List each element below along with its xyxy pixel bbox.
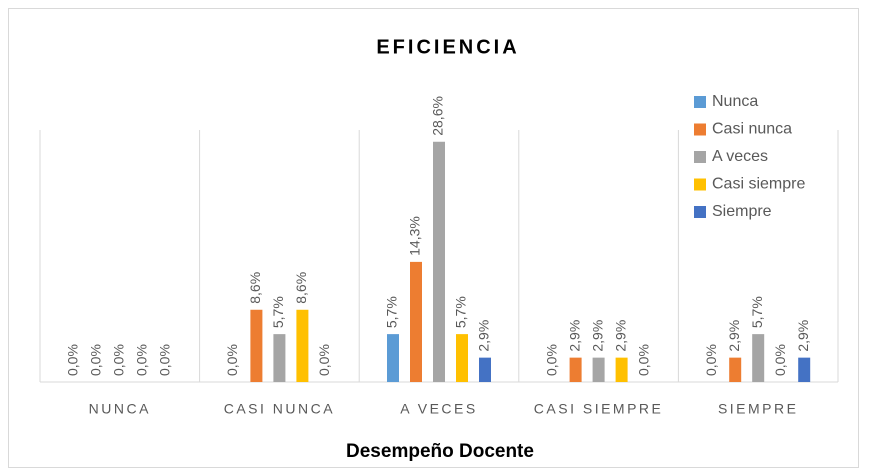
value-label: 5,7%: [384, 296, 400, 328]
value-label: 0,0%: [224, 344, 240, 376]
x-tick-label: SIEMPRE: [718, 401, 799, 417]
bar: [569, 357, 582, 382]
x-tick-label: CASI SIEMPRE: [534, 401, 664, 417]
legend-swatch: [694, 178, 706, 191]
bar: [296, 309, 309, 382]
x-tick-label: NUNCA: [89, 401, 151, 417]
bar: [250, 309, 263, 382]
bar: [798, 357, 811, 382]
x-tick-label: CASI NUNCA: [224, 401, 335, 417]
value-label: 0,0%: [65, 344, 81, 376]
bar: [433, 141, 445, 382]
value-label: 0,0%: [316, 344, 332, 376]
value-label: 0,0%: [772, 344, 788, 376]
value-label: 2,9%: [795, 320, 811, 352]
bar: [615, 357, 628, 382]
value-label: 8,6%: [247, 272, 263, 304]
x-tick-label: A VECES: [400, 401, 477, 417]
value-label: 0,0%: [134, 344, 150, 376]
bar: [410, 261, 422, 382]
value-label: 0,0%: [88, 344, 104, 376]
bar: [752, 334, 765, 382]
legend-label: Casi nunca: [712, 121, 792, 138]
legend-swatch: [694, 206, 706, 218]
value-label: 5,7%: [270, 296, 286, 328]
value-label: 14,3%: [407, 216, 423, 256]
value-label: 5,7%: [749, 296, 765, 328]
value-label: 0,0%: [543, 344, 559, 376]
value-label: 0,0%: [703, 344, 719, 376]
value-label: 0,0%: [635, 344, 651, 376]
value-label: 2,9%: [566, 320, 582, 352]
legend-label: Casi siempre: [712, 176, 805, 193]
value-label: 5,7%: [453, 296, 469, 328]
bar: [273, 334, 286, 382]
legend-swatch: [694, 151, 706, 163]
legend-label: Nunca: [712, 93, 758, 110]
legend-label: A veces: [712, 148, 768, 165]
value-label: 28,6%: [430, 96, 446, 136]
value-label: 2,9%: [476, 320, 492, 352]
x-axis-title: Desempeño Docente: [346, 441, 534, 462]
bar: [592, 357, 605, 382]
bar: [479, 357, 491, 382]
legend-swatch: [694, 123, 706, 136]
bar: [387, 334, 399, 382]
legend-label: Siempre: [712, 203, 772, 220]
value-label: 2,9%: [589, 320, 605, 352]
value-label: 0,0%: [157, 344, 173, 376]
value-label: 2,9%: [726, 320, 742, 352]
bar: [729, 357, 742, 382]
chart-title: EFICIENCIA: [376, 36, 519, 58]
bar: [456, 334, 468, 382]
value-label: 8,6%: [293, 272, 309, 304]
value-label: 2,9%: [612, 320, 628, 352]
value-label: 0,0%: [111, 344, 127, 376]
legend-swatch: [694, 96, 706, 108]
